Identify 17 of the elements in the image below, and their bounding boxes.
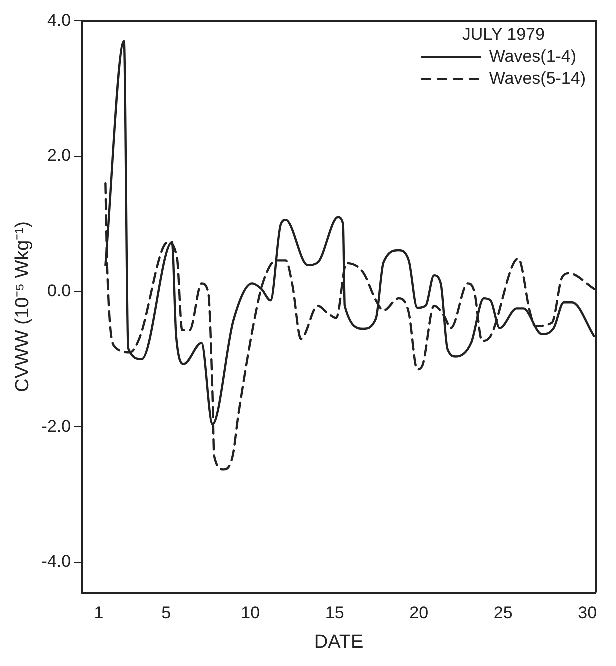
y-tick-label: 2.0 — [47, 146, 72, 166]
legend-title: JULY 1979 — [462, 24, 545, 44]
x-axis-title: DATE — [314, 632, 364, 653]
x-tick-label: 10 — [241, 604, 260, 623]
x-tick-label: 1 — [94, 604, 104, 623]
y-axis-title: CVWW (10⁻⁵ Wkg⁻¹) — [12, 222, 34, 392]
x-tick-label: 20 — [410, 604, 429, 623]
y-tick-label: 0.0 — [47, 281, 72, 300]
x-tick-label: 15 — [325, 604, 344, 623]
y-tick-label: -4.0 — [42, 552, 72, 572]
x-tick-label: 5 — [162, 604, 172, 623]
legend-label: Waves(1-4) — [489, 46, 577, 66]
x-tick-label: 25 — [494, 604, 513, 623]
y-tick-label: -2.0 — [42, 416, 72, 436]
legend-label: Waves(5-14) — [489, 68, 586, 88]
x-tick-label: 30 — [578, 604, 598, 623]
y-tick-label: 4.0 — [47, 10, 72, 30]
